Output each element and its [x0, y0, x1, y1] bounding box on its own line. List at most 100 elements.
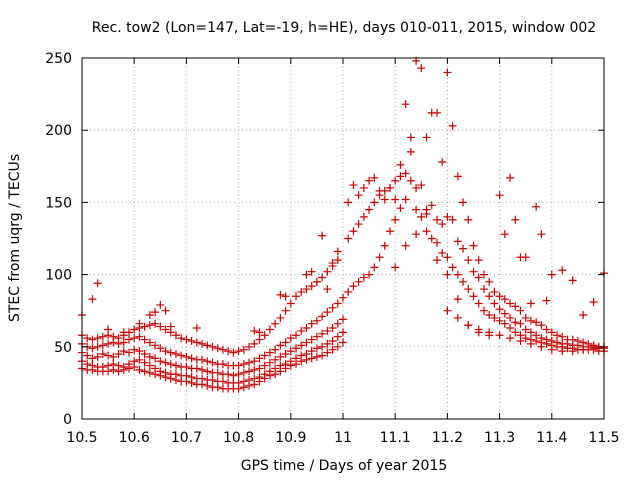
data-point: [276, 352, 285, 361]
data-point: [135, 319, 144, 328]
y-tick-label: 200: [45, 123, 72, 139]
data-point: [135, 347, 144, 356]
data-point: [307, 354, 316, 363]
data-point: [532, 202, 541, 211]
data-point: [255, 328, 264, 337]
data-point: [271, 345, 280, 354]
data-point: [161, 325, 170, 334]
data-point: [250, 339, 259, 348]
data-point: [98, 363, 107, 372]
data-point: [333, 342, 342, 351]
data-point: [88, 295, 97, 304]
data-point: [234, 370, 243, 379]
data-point: [553, 331, 562, 340]
data-point: [124, 348, 133, 357]
x-tick-label: 11: [334, 430, 352, 446]
y-tick-label: 150: [45, 195, 72, 211]
data-point: [542, 296, 551, 305]
data-point: [469, 292, 478, 301]
data-point: [281, 292, 290, 301]
data-point: [271, 364, 280, 373]
data-point: [166, 360, 175, 369]
data-point: [339, 293, 347, 302]
data-point: [302, 324, 311, 333]
data-point: [349, 181, 358, 190]
data-point: [312, 332, 321, 341]
data-point: [140, 335, 149, 344]
data-point: [333, 319, 342, 328]
data-point: [417, 64, 426, 73]
data-point: [516, 306, 525, 315]
data-point: [396, 160, 405, 169]
data-point: [500, 230, 509, 239]
data-point: [307, 267, 316, 276]
data-point: [114, 350, 123, 359]
data-point: [271, 319, 280, 328]
data-point: [344, 234, 353, 243]
y-tick-label: 50: [54, 340, 72, 356]
data-point: [286, 347, 295, 356]
data-point: [438, 220, 447, 229]
data-point: [114, 361, 123, 370]
data-point: [145, 361, 154, 370]
data-point: [485, 292, 494, 301]
data-point: [177, 351, 186, 360]
data-point: [558, 266, 567, 275]
data-point: [495, 191, 504, 200]
data-point: [464, 215, 473, 224]
data-point: [500, 319, 509, 328]
data-point: [187, 354, 196, 363]
data-point: [479, 285, 488, 294]
data-point: [250, 365, 259, 374]
data-point: [354, 277, 363, 286]
data-point: [281, 306, 290, 315]
axis-ticks: 10.5 10.6 10.7 10.8 10.9 11 11.1 11.2 11.3 11.4 11…: [45, 51, 619, 446]
data-point: [328, 337, 337, 346]
data-point: [323, 285, 332, 294]
data-point: [443, 253, 452, 262]
data-point: [547, 345, 556, 354]
data-point: [145, 338, 154, 347]
data-point: [297, 351, 306, 360]
data-point: [239, 368, 248, 377]
data-point: [479, 306, 488, 315]
data-point: [145, 352, 154, 361]
data-point: [265, 325, 274, 334]
data-point: [224, 370, 233, 379]
data-point: [234, 347, 243, 356]
data-point: [145, 321, 154, 330]
data-point: [245, 376, 254, 385]
data-point: [307, 335, 316, 344]
data-point: [521, 253, 530, 262]
data-point: [302, 285, 311, 294]
data-point: [370, 173, 379, 182]
data-point: [203, 357, 212, 366]
data-point: [579, 345, 588, 354]
data-point: [323, 339, 332, 348]
x-tick-label: 10.8: [223, 430, 254, 446]
data-point: [192, 364, 201, 373]
data-point: [182, 371, 191, 380]
data-point: [453, 270, 462, 279]
data-point: [511, 328, 520, 337]
data-point: [302, 350, 311, 359]
data-point: [318, 342, 327, 351]
data-point: [323, 348, 332, 357]
data-point: [198, 374, 207, 383]
data-point: [218, 345, 227, 354]
data-point: [344, 287, 353, 296]
data-point: [432, 215, 441, 224]
data-point: [453, 313, 462, 322]
data-point: [151, 354, 160, 363]
data-point: [589, 298, 598, 307]
data-point: [245, 367, 254, 376]
data-point: [119, 328, 128, 337]
data-point: [140, 350, 149, 359]
data-point: [511, 215, 520, 224]
data-point: [516, 337, 525, 346]
data-point: [119, 363, 128, 372]
data-point: [250, 374, 259, 383]
data-point: [474, 325, 483, 334]
data-point: [318, 329, 327, 338]
